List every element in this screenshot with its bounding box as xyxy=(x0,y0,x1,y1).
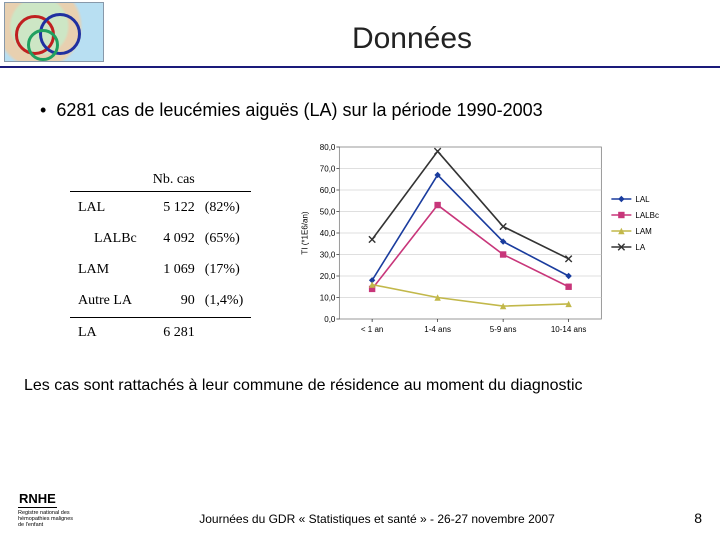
svg-text:LAL: LAL xyxy=(636,195,651,204)
footnote: Les cas sont rattachés à leur commune de… xyxy=(24,377,696,395)
svg-text:20,0: 20,0 xyxy=(320,272,336,281)
svg-text:5-9 ans: 5-9 ans xyxy=(490,325,517,334)
svg-text:10-14 ans: 10-14 ans xyxy=(551,325,587,334)
table-row-count: 1 069 xyxy=(145,254,199,285)
svg-text:60,0: 60,0 xyxy=(320,186,336,195)
svg-text:TI (*1E6/an): TI (*1E6/an) xyxy=(301,211,310,254)
footer: RNHE Registre national des hémopathies m… xyxy=(0,491,720,528)
table-row-count: 4 092 xyxy=(145,223,199,254)
table-row-pct: (65%) xyxy=(199,223,252,254)
bullet-text: 6281 cas de leucémies aiguës (LA) sur la… xyxy=(56,100,542,121)
footer-logo-sub: Registre national des hémopathies malign… xyxy=(18,510,74,528)
bullet-marker: • xyxy=(40,100,46,121)
table-header xyxy=(199,169,252,192)
table-row-pct: (1,4%) xyxy=(199,285,252,317)
table-row-pct: (82%) xyxy=(199,192,252,224)
table-row-count: 5 122 xyxy=(145,192,199,224)
data-table: Nb. cas LAL5 122(82%) LALBc4 092(65%) LAM1… xyxy=(70,169,251,349)
page-number: 8 xyxy=(680,510,720,528)
table-header xyxy=(70,169,145,192)
footer-logo: RNHE Registre national des hémopathies m… xyxy=(18,491,74,528)
table-row-pct xyxy=(199,317,252,349)
svg-text:40,0: 40,0 xyxy=(320,229,336,238)
svg-text:LA: LA xyxy=(636,243,646,252)
svg-text:1-4 ans: 1-4 ans xyxy=(425,325,452,334)
table-row-count: 90 xyxy=(145,285,199,317)
svg-text:0,0: 0,0 xyxy=(325,315,337,324)
table-row-label: Autre LA xyxy=(70,285,145,317)
line-chart: 0,0 10,0 20,0 30,0 40,0 50,0 60,0 70,0 80,0 < 1 a… xyxy=(261,139,706,349)
footer-center-text: Journées du GDR « Statistiques et santé … xyxy=(74,512,680,528)
svg-text:30,0: 30,0 xyxy=(320,251,336,260)
content-row: Nb. cas LAL5 122(82%)LALBc4 092(65%)LAM1… xyxy=(0,139,720,349)
table-row-label: LAM xyxy=(70,254,145,285)
svg-text:80,0: 80,0 xyxy=(320,143,336,152)
svg-text:LAM: LAM xyxy=(636,227,653,236)
header-logo xyxy=(4,2,104,62)
chart-svg: 0,0 10,0 20,0 30,0 40,0 50,0 60,0 70,0 80,0 < 1 a… xyxy=(261,139,706,349)
table-row-count: 6 281 xyxy=(145,317,199,349)
table-row-label: LA xyxy=(70,317,145,349)
table-header: Nb. cas xyxy=(145,169,199,192)
bullet-point: • 6281 cas de leucémies aiguës (LA) sur … xyxy=(40,100,680,121)
svg-text:70,0: 70,0 xyxy=(320,165,336,174)
slide-header: Données xyxy=(0,0,720,68)
svg-text:50,0: 50,0 xyxy=(320,208,336,217)
table-row-label: LALBc xyxy=(70,223,145,254)
svg-text:LALBc: LALBc xyxy=(636,211,660,220)
table-row-pct: (17%) xyxy=(199,254,252,285)
page-title: Données xyxy=(104,22,720,62)
svg-text:< 1 an: < 1 an xyxy=(361,325,383,334)
footer-logo-mark: RNHE xyxy=(18,491,57,508)
table-row-label: LAL xyxy=(70,192,145,224)
svg-text:10,0: 10,0 xyxy=(320,294,336,303)
